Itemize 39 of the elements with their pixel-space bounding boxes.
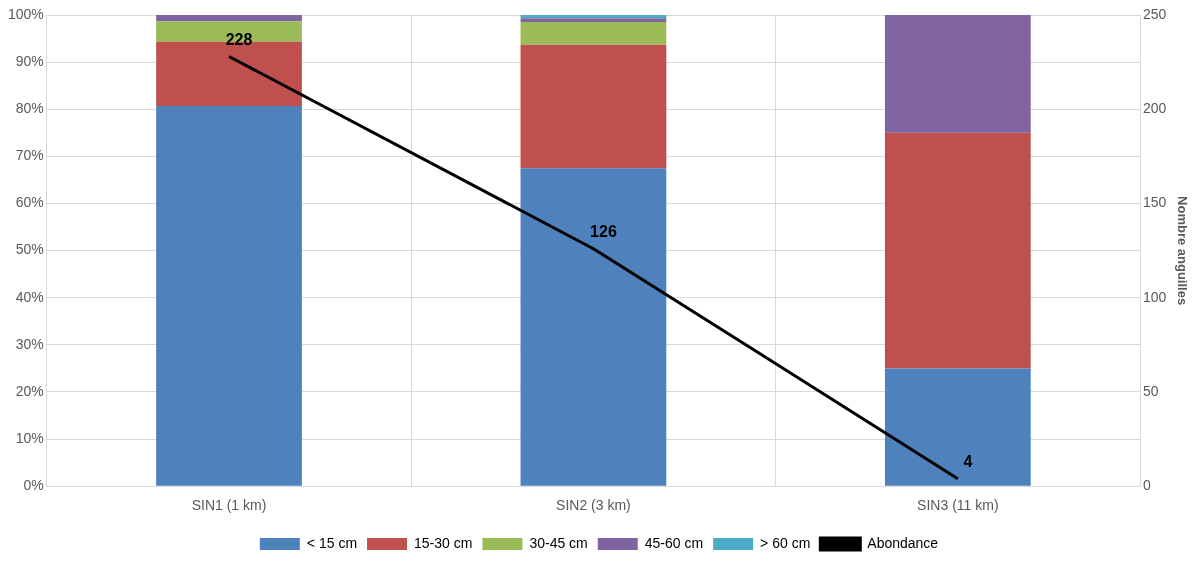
bar: [520, 44, 667, 169]
y-tick-label: 60%: [15, 194, 44, 211]
y-tick-label: 40%: [15, 288, 44, 305]
legend-label: < 15 cm: [306, 534, 358, 551]
y2-tick-label: 0: [1143, 477, 1152, 494]
y2-tick-label: 150: [1143, 194, 1167, 211]
legend-label: 30-45 cm: [529, 534, 588, 551]
legend-label: 45-60 cm: [644, 534, 704, 551]
bar: [156, 105, 302, 486]
legend-label: 15-30 cm: [414, 534, 473, 551]
x-tick-label: SIN1 (1 km): [191, 497, 267, 514]
x-tick-label: SIN2 (3 km): [556, 497, 631, 514]
bar: [520, 22, 667, 45]
y-tick-label: 70%: [15, 147, 44, 164]
y-tick-label: 10%: [15, 429, 44, 446]
y-tick-label: 0%: [23, 477, 44, 494]
bar: [520, 168, 667, 486]
data-label: 126: [590, 223, 617, 241]
bar: [520, 18, 667, 23]
bar: [884, 368, 1031, 486]
y2-tick-label: 200: [1143, 100, 1167, 117]
bar: [884, 132, 1031, 369]
y-tick-label: 20%: [15, 382, 44, 399]
bar: [520, 15, 667, 19]
y-tick-label: 80%: [15, 100, 44, 117]
y2-tick-label: 50: [1143, 382, 1159, 399]
y-tick-label: 50%: [15, 241, 44, 258]
x-tick-label: SIN3 (11 km): [917, 497, 999, 514]
legend-label: Abondance: [867, 534, 939, 551]
legend-label: > 60 cm: [760, 534, 811, 551]
y2-axis-title: Nombre anguilles: [1174, 196, 1190, 306]
bar: [156, 15, 302, 22]
bar: [884, 15, 1031, 133]
y-tick-label: 90%: [15, 52, 44, 69]
y-tick-label: 100%: [7, 5, 44, 22]
data-label: 4: [963, 453, 973, 471]
y2-tick-label: 100: [1143, 288, 1167, 305]
y-tick-label: 30%: [15, 335, 44, 352]
y2-tick-label: 250: [1143, 5, 1167, 22]
